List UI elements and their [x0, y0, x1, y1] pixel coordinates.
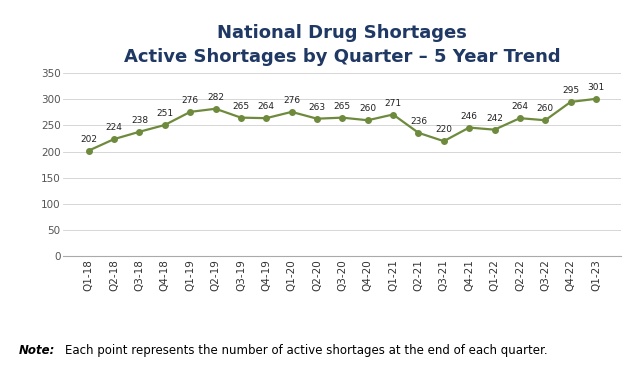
Text: 202: 202 — [81, 135, 97, 143]
Text: 260: 260 — [359, 104, 377, 113]
Text: 301: 301 — [587, 83, 605, 92]
Text: 265: 265 — [232, 102, 250, 111]
Text: Each point represents the number of active shortages at the end of each quarter.: Each point represents the number of acti… — [65, 344, 547, 357]
Text: 238: 238 — [131, 116, 148, 125]
Text: 260: 260 — [536, 104, 554, 113]
Text: 264: 264 — [258, 102, 275, 111]
Text: 271: 271 — [384, 98, 402, 108]
Text: 264: 264 — [512, 102, 528, 111]
Text: 236: 236 — [410, 117, 427, 126]
Text: 220: 220 — [436, 125, 452, 134]
Text: 295: 295 — [562, 86, 579, 95]
Text: 265: 265 — [333, 102, 351, 111]
Text: 276: 276 — [283, 96, 301, 105]
Text: 263: 263 — [308, 103, 326, 112]
Text: 246: 246 — [461, 112, 477, 121]
Text: 251: 251 — [156, 109, 174, 118]
Text: 276: 276 — [181, 96, 199, 105]
Text: Note:: Note: — [19, 344, 55, 357]
Text: 224: 224 — [106, 123, 122, 132]
Text: 242: 242 — [486, 114, 503, 123]
Text: 282: 282 — [207, 93, 224, 102]
Title: National Drug Shortages
Active Shortages by Quarter – 5 Year Trend: National Drug Shortages Active Shortages… — [124, 25, 560, 66]
